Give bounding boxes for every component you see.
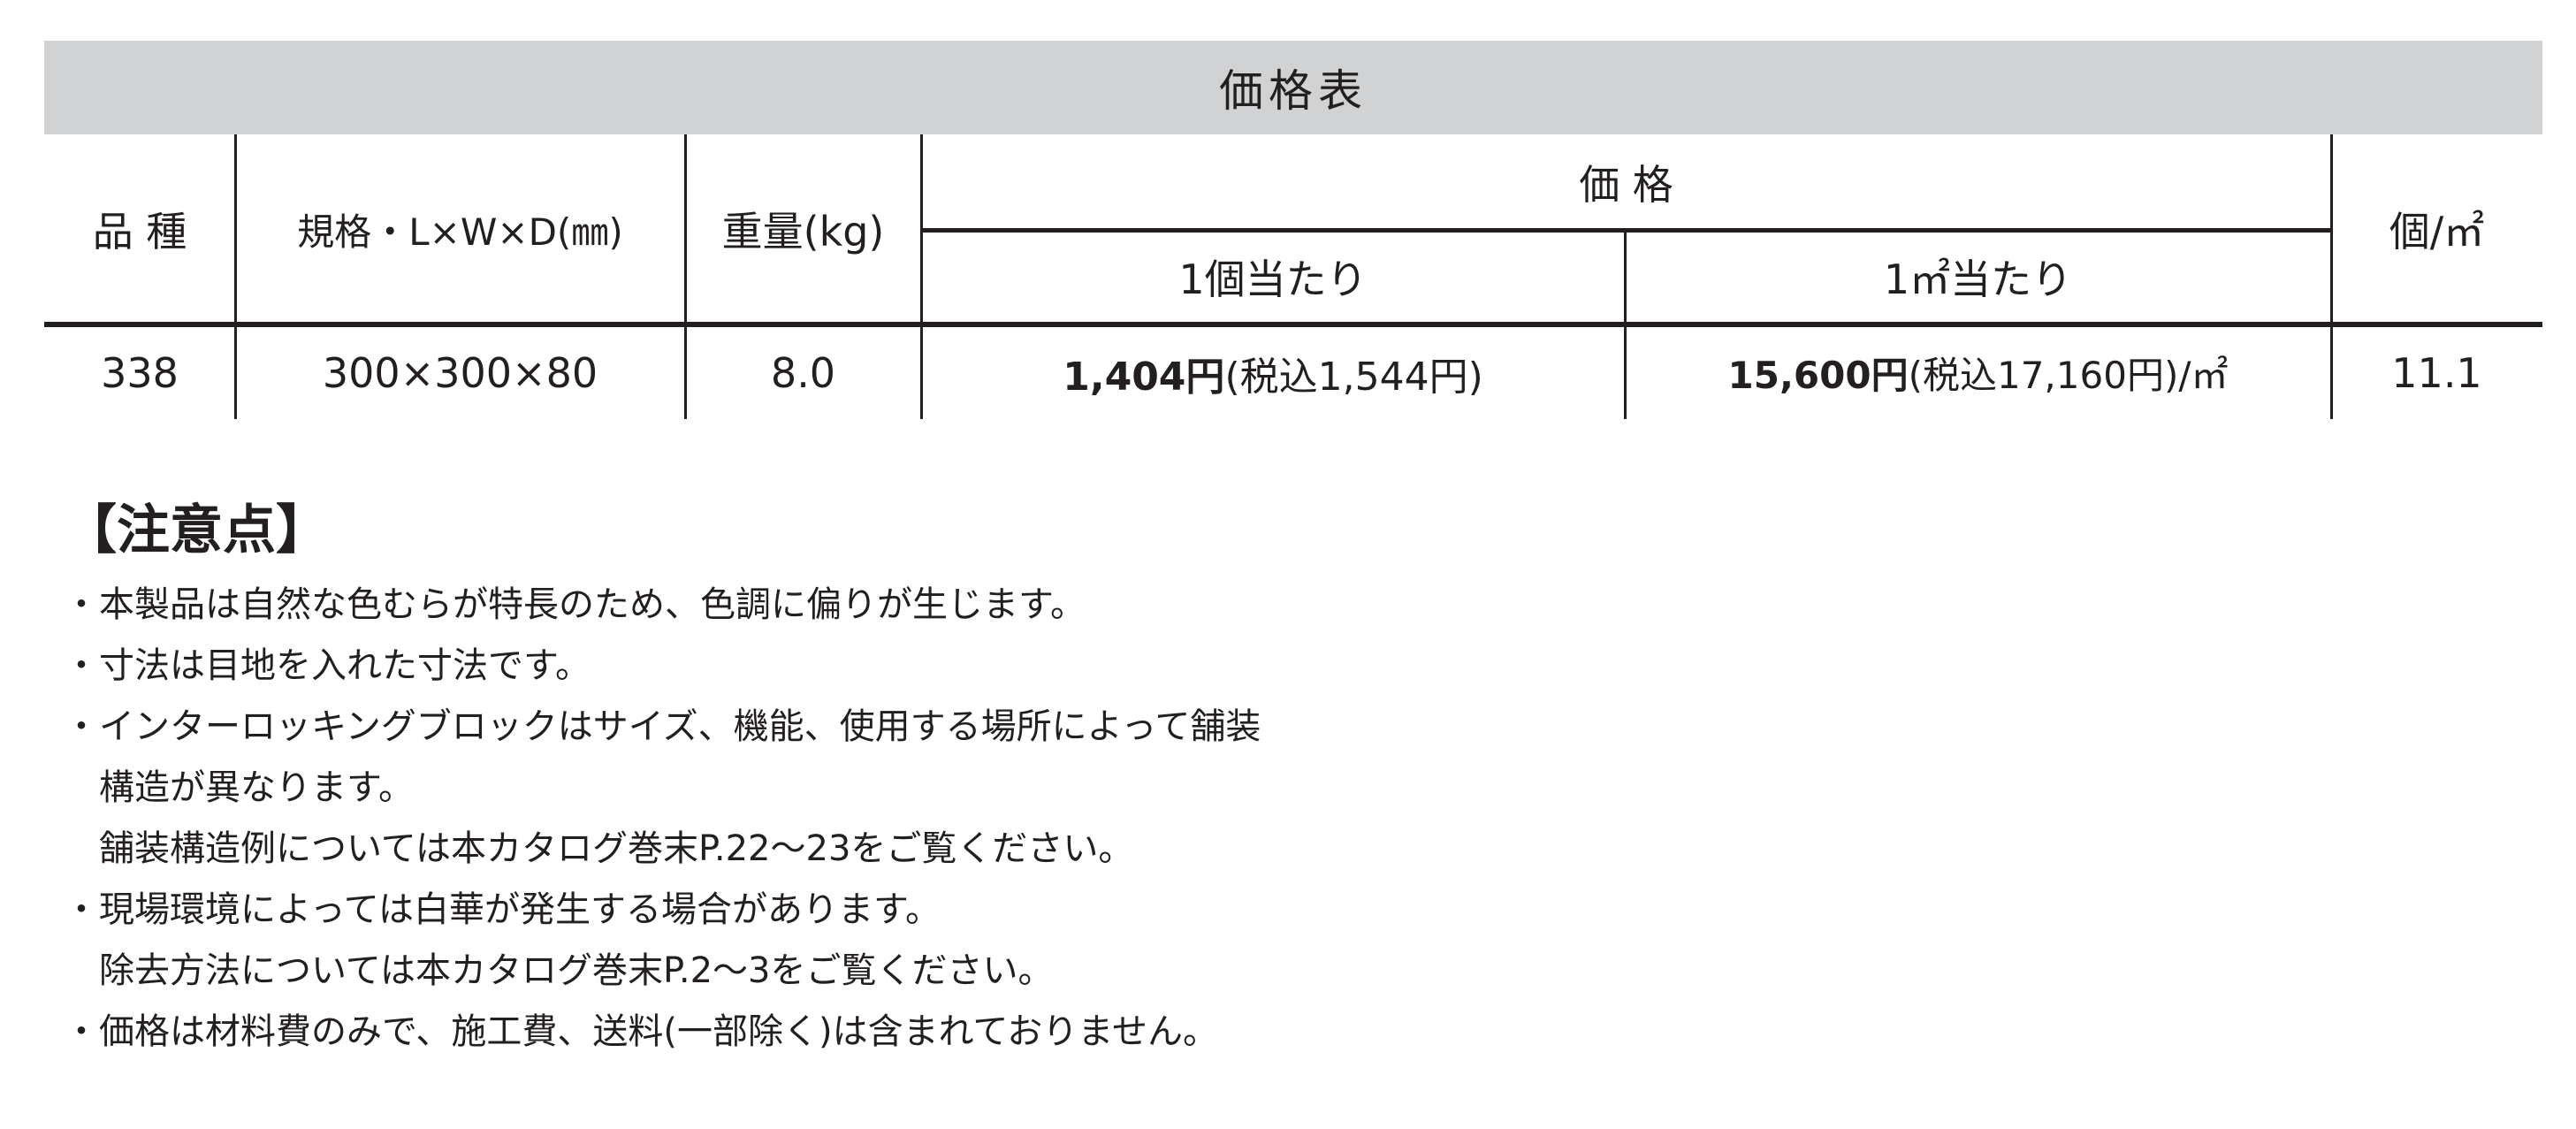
note-line: ・本製品は自然な色むらが特長のため、色調に偏りが生じます。 xyxy=(64,584,1086,625)
cell-product: 338 xyxy=(101,348,179,397)
cell-weight: 8.0 xyxy=(770,348,836,397)
note-line: 構造が異なります。 xyxy=(64,767,414,808)
header-per-sqm: 1㎡当たり xyxy=(1883,256,2073,303)
price-table-title: 価格表 xyxy=(44,41,2542,134)
header-spec: 規格・L×W×D(㎜) xyxy=(297,210,623,254)
header-divider xyxy=(44,322,2542,327)
note-line: 舗装構造例については本カタログ巻末P.22～23をご覧ください。 xyxy=(64,828,1134,869)
per-piece-price: 1,404円 xyxy=(1063,354,1225,400)
per-piece-tax: (税込1,544円) xyxy=(1224,354,1483,400)
cell-per-sqm: 15,600円 (税込17,160円)/㎡ xyxy=(1625,326,2331,419)
header-weight: 重量(kg) xyxy=(721,208,885,256)
note-line: ・現場環境によっては白華が発生する場合があります。 xyxy=(64,889,941,930)
column-divider xyxy=(234,134,237,419)
header-pieces-per-sqm: 個/㎡ xyxy=(2389,208,2485,256)
column-divider xyxy=(920,134,923,419)
header-product: 品 種 xyxy=(92,208,187,256)
cell-pieces-per-sqm: 11.1 xyxy=(2391,348,2482,397)
per-sqm-price: 15,600円 xyxy=(1727,354,1909,397)
column-divider xyxy=(1624,230,1627,419)
header-per-piece: 1個当たり xyxy=(1178,256,1368,303)
notes-title: 【注意点】 xyxy=(64,500,329,561)
column-divider xyxy=(2330,134,2333,419)
cell-spec: 300×300×80 xyxy=(322,348,598,397)
note-line: ・価格は材料費のみで、施工費、送料(一部除く)は含まれておりません。 xyxy=(64,1011,1219,1052)
note-line: ・寸法は目地を入れた寸法です。 xyxy=(64,645,591,686)
header-price: 価 格 xyxy=(1579,161,1673,209)
note-line: ・インターロッキングブロックはサイズ、機能、使用する場所によって舗装 xyxy=(64,706,1261,747)
column-divider xyxy=(684,134,687,419)
notes-section: 【注意点】 ・本製品は自然な色むらが特長のため、色調に偏りが生じます。 ・寸法は… xyxy=(64,495,1261,1063)
per-sqm-tax: (税込17,160円)/㎡ xyxy=(1908,354,2229,397)
note-line: 除去方法については本カタログ巻末P.2～3をご覧ください。 xyxy=(64,950,1054,991)
cell-per-piece: 1,404円 (税込1,544円) xyxy=(921,326,1625,419)
